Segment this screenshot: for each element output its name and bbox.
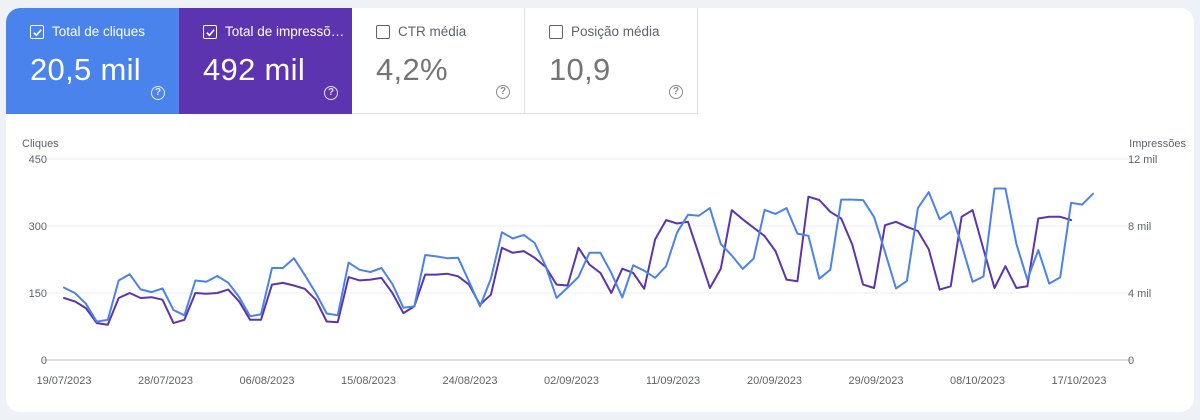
performance-card: Total de cliques 20,5 mil ? Total de imp… [6, 8, 1194, 412]
metric-value: 4,2% [376, 52, 448, 87]
x-axis-tick-label: 28/07/2023 [138, 375, 193, 387]
x-axis-tick-label: 06/08/2023 [239, 375, 294, 387]
metric-total-clicks[interactable]: Total de cliques 20,5 mil ? [6, 8, 179, 114]
right-axis-title: Impressões [1129, 138, 1186, 150]
left-axis-title: Cliques [22, 138, 59, 150]
x-axis-tick-label: 08/10/2023 [950, 375, 1005, 387]
metric-value: 10,9 [549, 52, 611, 87]
help-icon[interactable]: ? [324, 86, 338, 100]
metric-header: Posição média [549, 24, 697, 40]
x-axis-tick-label: 15/08/2023 [341, 375, 396, 387]
metric-header: Total de cliques [30, 24, 179, 40]
x-axis-tick-label: 11/09/2023 [646, 375, 700, 387]
metric-label: CTR média [398, 24, 467, 39]
x-axis-tick-label: 24/08/2023 [442, 375, 497, 387]
metric-label: Total de impressõ… [225, 24, 345, 39]
chart-grid [43, 158, 1132, 361]
chart-axes: Cliques Impressões 0 0 150 4 mil 300 8 mil 450… [22, 138, 1186, 387]
metric-label: Posição média [571, 24, 660, 39]
right-axis-tick-label: 8 mil [1128, 221, 1151, 233]
checkbox-checked-icon[interactable] [30, 25, 44, 39]
checkbox-unchecked-icon[interactable] [549, 25, 563, 39]
x-axis-tick-label: 19/07/2023 [36, 375, 91, 387]
metric-average-position[interactable]: Posição média 10,9 ? [525, 8, 698, 114]
metric-total-impressions[interactable]: Total de impressõ… 492 mil ? [179, 8, 352, 114]
help-icon[interactable]: ? [496, 85, 510, 99]
impressions-series-line [63, 195, 1073, 326]
left-axis-tick-label: 150 [29, 288, 47, 300]
metric-tabs: Total de cliques 20,5 mil ? Total de imp… [6, 8, 698, 114]
chart-series [63, 187, 1094, 326]
right-axis-tick-label: 12 mil [1128, 154, 1157, 166]
left-axis-tick-label: 450 [29, 154, 47, 166]
x-axis-tick-label: 17/10/2023 [1051, 375, 1106, 387]
metric-value: 492 mil [203, 52, 306, 87]
metric-average-ctr[interactable]: CTR média 4,2% ? [352, 8, 525, 114]
left-axis-tick-label: 0 [41, 355, 47, 367]
checkbox-unchecked-icon[interactable] [376, 25, 390, 39]
help-icon[interactable]: ? [669, 85, 683, 99]
clicks-series-line [63, 187, 1094, 323]
metric-label: Total de cliques [52, 24, 146, 39]
x-axis-tick-label: 20/09/2023 [747, 375, 802, 387]
metric-header: Total de impressõ… [203, 24, 352, 40]
left-axis-tick-label: 300 [29, 221, 47, 233]
performance-line-chart[interactable]: Cliques Impressões 0 0 150 4 mil 300 8 mil 450… [6, 8, 1194, 412]
metric-value: 20,5 mil [30, 52, 141, 87]
right-axis-tick-label: 4 mil [1128, 288, 1151, 300]
x-axis-tick-label: 02/09/2023 [544, 375, 599, 387]
right-axis-tick-label: 0 [1128, 355, 1134, 367]
checkbox-checked-icon[interactable] [203, 25, 217, 39]
metric-header: CTR média [376, 24, 524, 40]
x-axis-tick-label: 29/09/2023 [848, 375, 903, 387]
help-icon[interactable]: ? [151, 86, 165, 100]
